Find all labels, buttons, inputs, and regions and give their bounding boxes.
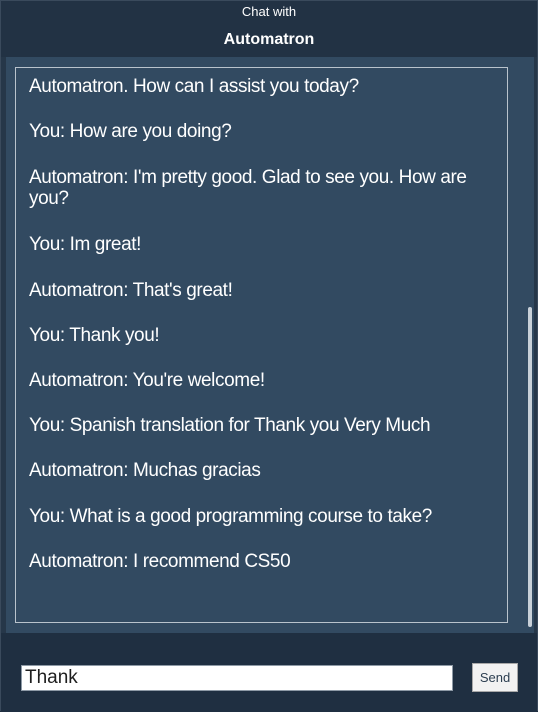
scrollbar-thumb[interactable]	[528, 307, 532, 627]
message-input[interactable]	[21, 665, 453, 691]
chat-message: Automatron: Muchas gracias	[29, 460, 261, 481]
chat-message: Automatron: That's great!	[29, 280, 233, 301]
header-title: Automatron	[223, 31, 315, 48]
chat-message: You: Im great!	[29, 234, 141, 255]
header-subtitle: Chat with	[241, 4, 297, 19]
chat-transcript[interactable]: Automatron. How can I assist you today? …	[15, 67, 508, 623]
chat-message: You: Thank you!	[29, 325, 160, 346]
window-header: Chat with Automatron	[1, 1, 537, 57]
chat-message: Automatron: You're welcome!	[29, 370, 265, 391]
chat-message: You: Spanish translation for Thank you V…	[29, 415, 431, 436]
chat-message: You: How are you doing?	[29, 121, 232, 142]
chat-message: Automatron: I recommend CS50	[29, 551, 291, 572]
chat-area: Automatron. How can I assist you today? …	[6, 57, 534, 633]
chat-message: Automatron. How can I assist you today?	[29, 76, 359, 97]
send-button[interactable]: Send	[472, 663, 518, 692]
chat-scrollbar[interactable]	[520, 57, 534, 633]
chat-message: Automatron: I'm pretty good. Glad to see…	[29, 167, 467, 209]
chat-message: You: What is a good programming course t…	[29, 506, 432, 527]
